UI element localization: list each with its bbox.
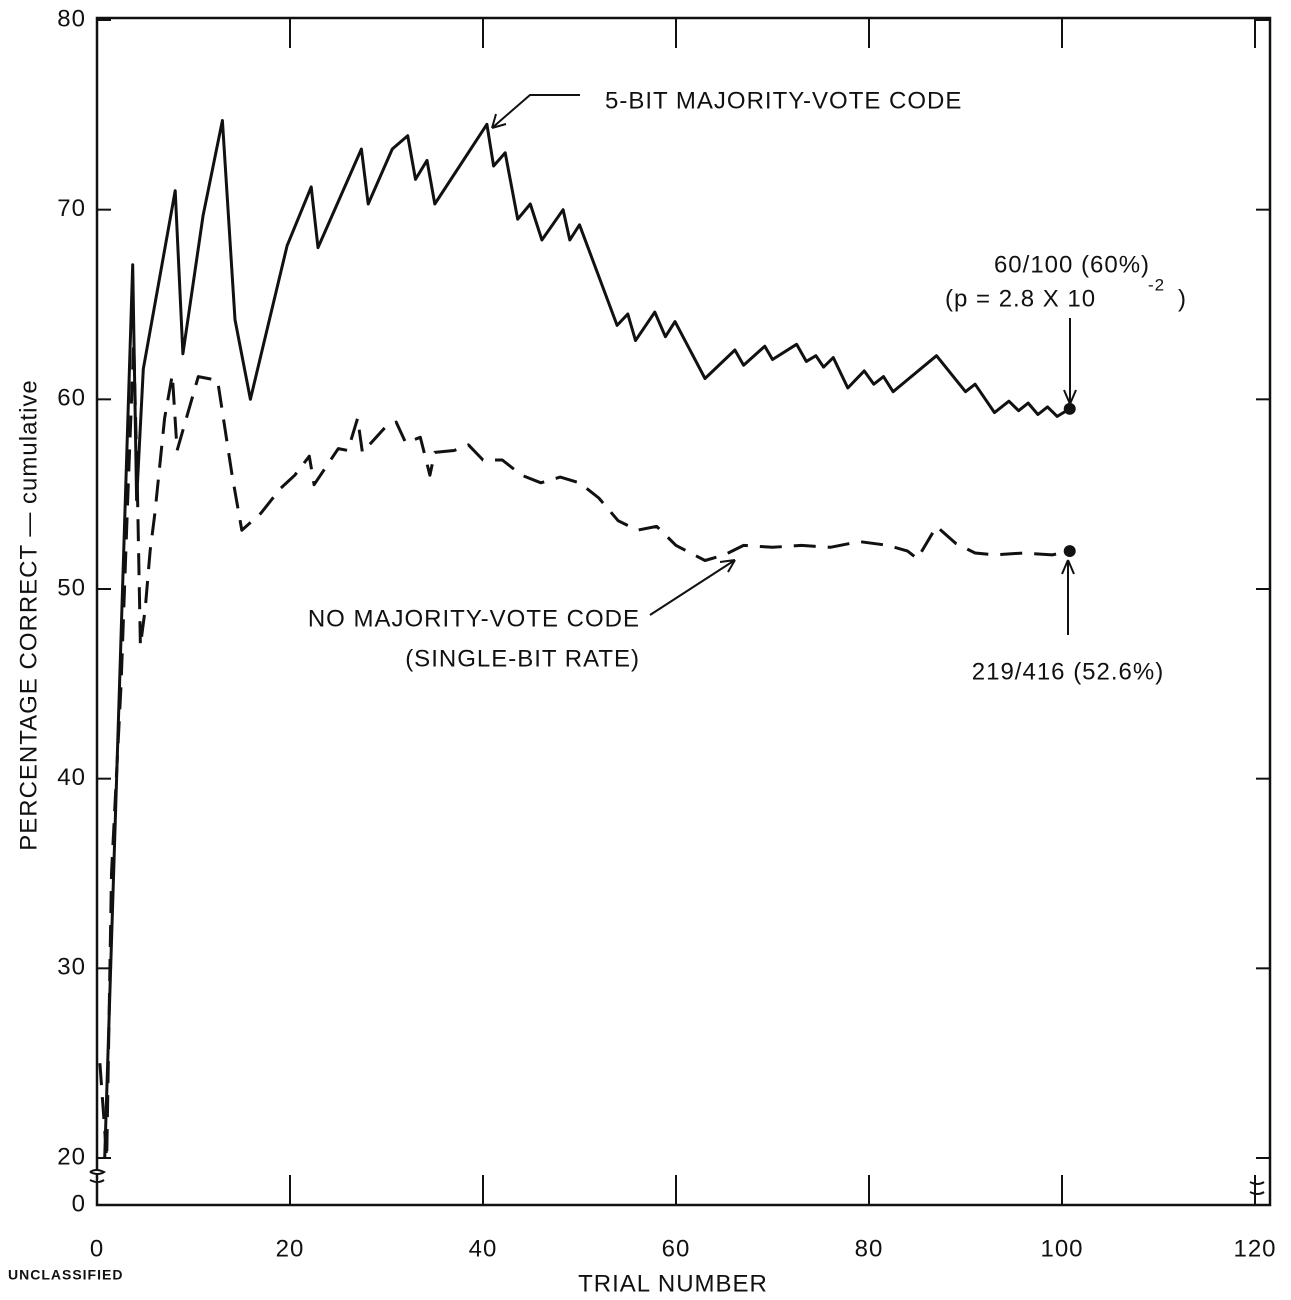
y-tick-label: 30 [57, 954, 86, 981]
y-tick-label: 50 [57, 574, 86, 601]
x-tick-label: 20 [276, 1235, 305, 1262]
y-tick-label: 20 [57, 1143, 86, 1170]
x-tick-label: 120 [1233, 1235, 1276, 1262]
arrow [491, 94, 580, 129]
series-line [103, 119, 1071, 1159]
annotation: UNCLASSIFIED [8, 1267, 123, 1283]
x-tick-label: 100 [1040, 1235, 1083, 1262]
x-tick-label: 40 [469, 1235, 498, 1262]
end-point [1063, 545, 1076, 558]
annotation: 219/416 (52.6%) [972, 658, 1164, 685]
annotation: (p = 2.8 X 10 [945, 285, 1096, 312]
y-axis-label: PERCENTAGE CORRECT — cumulative [15, 379, 42, 851]
annotation: (SINGLE-BIT RATE) [405, 645, 640, 672]
end-point [1063, 402, 1076, 415]
x-axis-label: TRIAL NUMBER [578, 1270, 768, 1297]
annotation: -2 [1148, 275, 1165, 294]
y-tick-label: 60 [57, 385, 86, 412]
arrow [649, 559, 736, 616]
y-tick-label: 40 [57, 764, 86, 791]
arrow [1061, 559, 1075, 635]
x-tick-label: 0 [90, 1235, 104, 1262]
annotation: 5-BIT MAJORITY-VOTE CODE [605, 87, 962, 114]
annotation: NO MAJORITY-VOTE CODE [308, 605, 640, 632]
series-line [98, 340, 1071, 1160]
axis-break [1249, 1181, 1265, 1195]
annotation: ) [1178, 285, 1187, 312]
y-tick-label: 70 [57, 195, 86, 222]
annotation: 60/100 (60%) [994, 251, 1150, 278]
y-tick-label: 0 [72, 1190, 86, 1217]
x-tick-label: 80 [855, 1235, 884, 1262]
x-tick-label: 60 [662, 1235, 691, 1262]
plot-frame [95, 16, 1272, 1207]
y-tick-label: 80 [57, 5, 86, 32]
arrow [1063, 318, 1077, 405]
